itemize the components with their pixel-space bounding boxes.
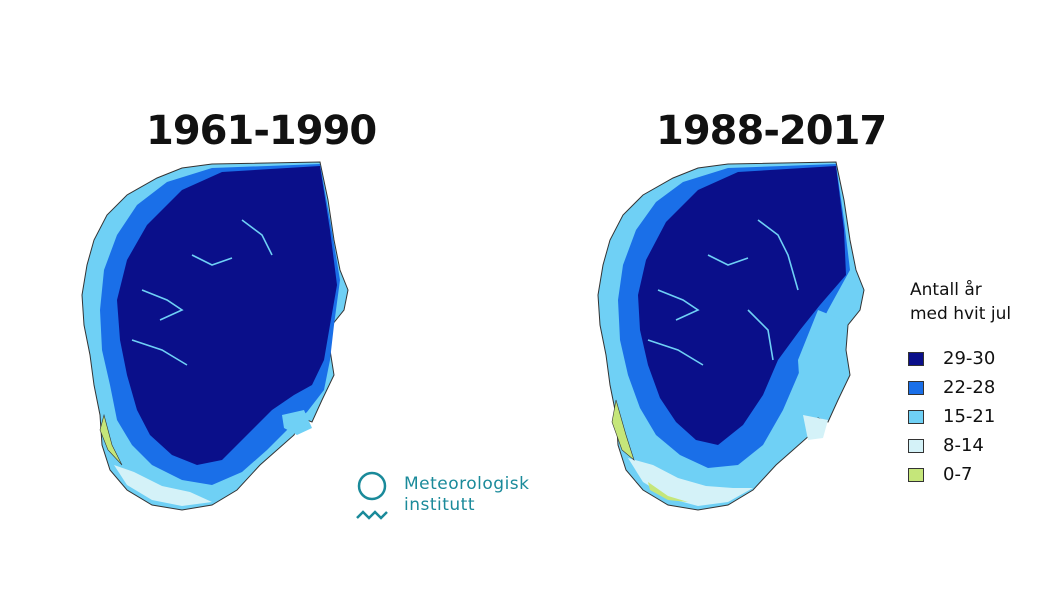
logo-line-1: Meteorologisk: [404, 474, 530, 494]
logo-line-2: institutt: [404, 495, 476, 515]
map-title-left: 1961-1990: [146, 108, 377, 154]
logo-wordmark: Meteorologisk institutt: [404, 474, 530, 516]
snow-map-1988-2017: [597, 161, 865, 511]
legend-label: 8-14: [943, 435, 984, 456]
legend-item: 29-30: [908, 344, 995, 373]
legend-item: 8-14: [908, 431, 995, 460]
legend-label: 15-21: [943, 406, 996, 427]
legend-label: 22-28: [943, 377, 996, 398]
legend-swatch: [908, 438, 924, 453]
legend-item: 0-7: [908, 460, 995, 489]
legend-title: Antall år med hvit jul: [910, 280, 1012, 324]
legend-label: 0-7: [943, 464, 973, 485]
map-rivers: [131, 219, 273, 366]
legend-swatch: [908, 380, 924, 395]
legend-item: 15-21: [908, 402, 995, 431]
map-title-right: 1988-2017: [656, 108, 887, 154]
map-land: [81, 161, 349, 511]
legend: 29-30 22-28 15-21 8-14 0-7: [908, 344, 995, 489]
legend-item: 22-28: [908, 373, 995, 402]
map-land: [597, 161, 865, 511]
legend-label: 29-30: [943, 348, 996, 369]
snow-map-1961-1990: [81, 161, 349, 511]
legend-swatch: [908, 351, 924, 366]
legend-swatch: [908, 467, 924, 482]
map-rivers: [647, 219, 799, 366]
legend-swatch: [908, 409, 924, 424]
met-institutt-logo-icon: [356, 471, 388, 520]
